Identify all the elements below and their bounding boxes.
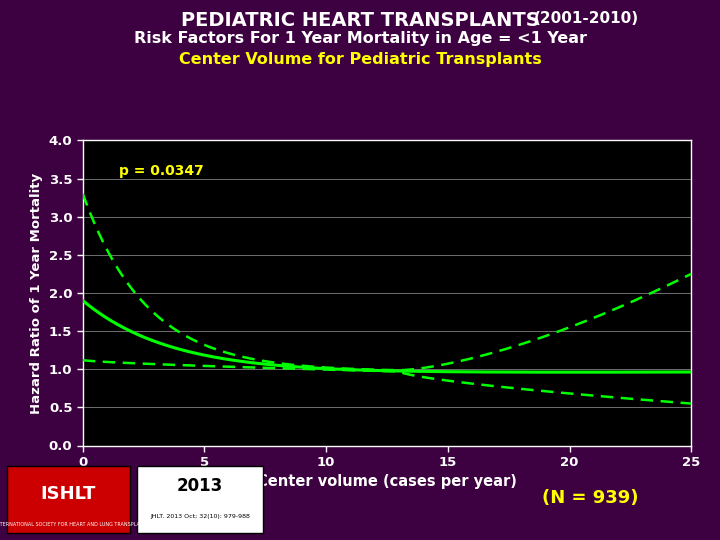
Text: Risk Factors For 1 Year Mortality in Age = <1 Year: Risk Factors For 1 Year Mortality in Age… — [133, 31, 587, 46]
Text: 2013: 2013 — [177, 477, 223, 495]
Text: p = 0.0347: p = 0.0347 — [120, 164, 204, 178]
Text: JHLT. 2013 Oct; 32(10): 979-988: JHLT. 2013 Oct; 32(10): 979-988 — [150, 514, 250, 519]
Text: ISHLT: ISHLT — [41, 485, 96, 503]
Y-axis label: Hazard Ratio of 1 Year Mortality: Hazard Ratio of 1 Year Mortality — [30, 172, 43, 414]
FancyBboxPatch shape — [7, 467, 130, 534]
Text: Center Volume for Pediatric Transplants: Center Volume for Pediatric Transplants — [179, 52, 541, 67]
Text: (N = 939): (N = 939) — [542, 489, 639, 507]
Text: (2001-2010): (2001-2010) — [534, 11, 639, 26]
Text: PEDIATRIC HEART TRANSPLANTS: PEDIATRIC HEART TRANSPLANTS — [181, 11, 539, 30]
Text: ISHLT • INTERNATIONAL SOCIETY FOR HEART AND LUNG TRANSPLANTATION: ISHLT • INTERNATIONAL SOCIETY FOR HEART … — [0, 522, 161, 528]
X-axis label: Center volume (cases per year): Center volume (cases per year) — [257, 475, 517, 489]
FancyBboxPatch shape — [137, 467, 263, 534]
